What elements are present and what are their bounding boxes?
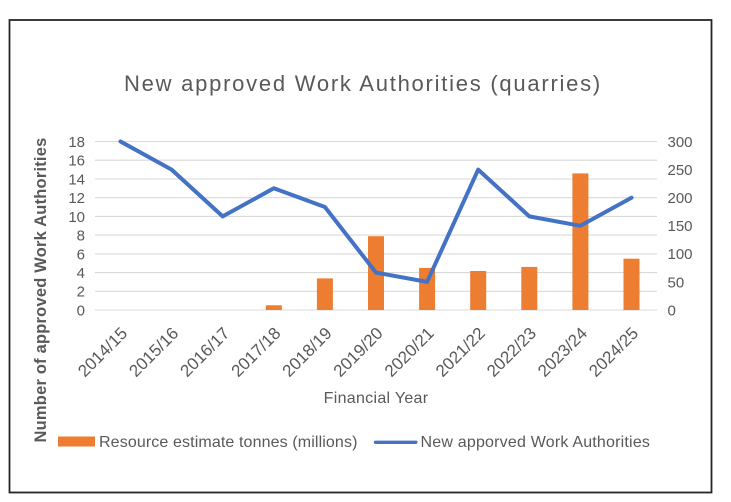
svg-text:4: 4 <box>77 265 85 282</box>
svg-text:150: 150 <box>668 218 693 235</box>
svg-text:10: 10 <box>68 209 85 226</box>
svg-text:18: 18 <box>68 134 85 151</box>
svg-text:New apporved Work Authorities: New apporved Work Authorities <box>421 434 651 451</box>
svg-text:New approved Work Authorities: New approved Work Authorities (quarries) <box>124 71 602 96</box>
svg-text:0: 0 <box>77 302 85 319</box>
svg-text:300: 300 <box>668 134 693 151</box>
svg-text:100: 100 <box>668 246 693 263</box>
svg-text:200: 200 <box>668 190 693 207</box>
svg-text:6: 6 <box>77 246 85 263</box>
svg-text:Resource estimate tonnes (mill: Resource estimate tonnes (millions) <box>99 434 358 451</box>
svg-text:250: 250 <box>668 162 693 179</box>
svg-text:Number of approved Work Author: Number of approved Work Authorities <box>32 138 50 443</box>
svg-text:12: 12 <box>68 190 85 207</box>
svg-text:8: 8 <box>77 228 85 245</box>
svg-text:14: 14 <box>68 171 85 188</box>
svg-text:0: 0 <box>668 302 676 319</box>
svg-text:16: 16 <box>68 153 85 170</box>
svg-text:2: 2 <box>77 284 85 301</box>
svg-text:Financial Year: Financial Year <box>324 390 429 407</box>
svg-text:50: 50 <box>668 274 685 291</box>
